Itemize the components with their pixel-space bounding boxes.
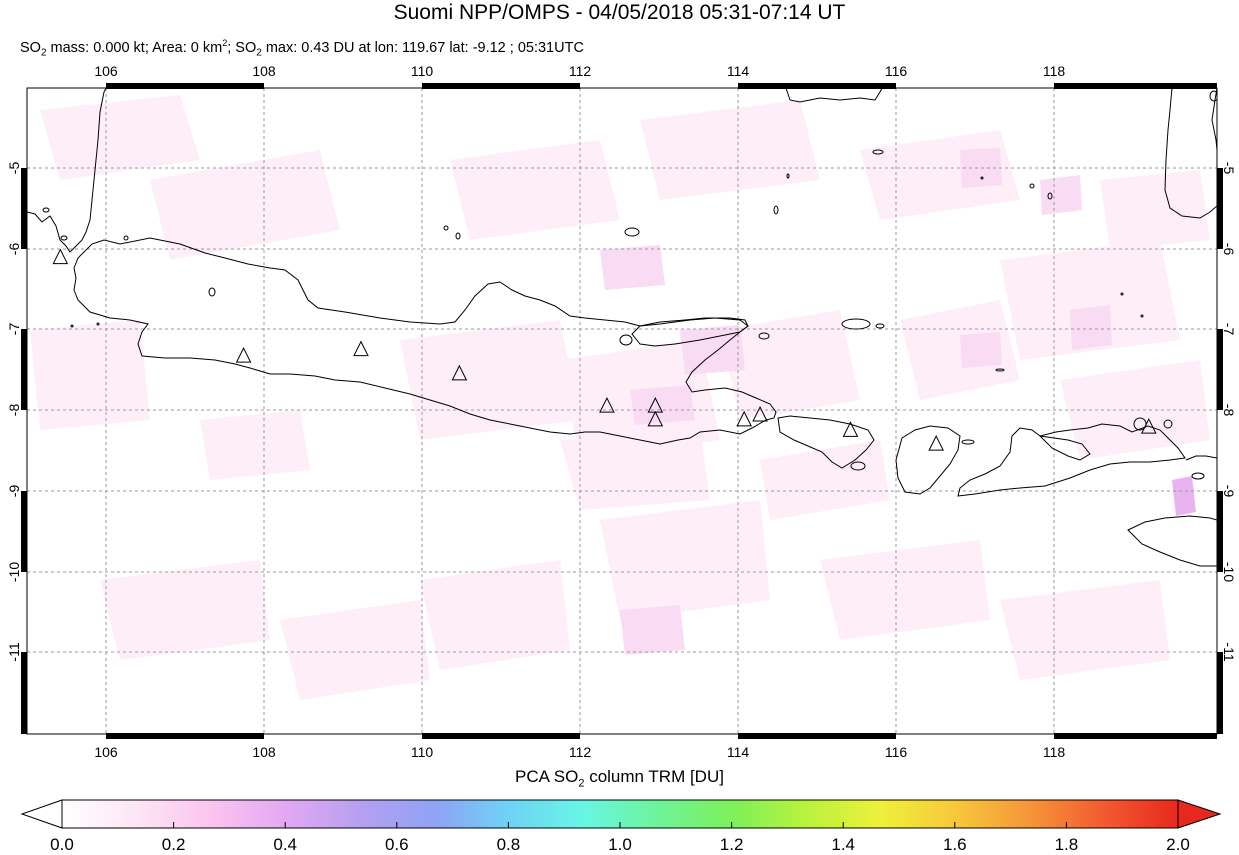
map-title: Suomi NPP/OMPS - 04/05/2018 05:31-07:14 … xyxy=(393,1,846,24)
lat-label-right: -5 xyxy=(1221,162,1237,175)
volcano-marker xyxy=(52,248,69,265)
sumbawa-coast xyxy=(957,423,1186,497)
so2-summary: SO2 mass: 0.000 kt; Area: 0 km2; SO2 max… xyxy=(20,38,584,59)
lat-label-left: -5 xyxy=(6,162,22,175)
lon-label-top: 108 xyxy=(252,63,276,79)
colorbar: 0.0 0.2 0.4 0.6 0.8 1.0 1.2 1.4 1.6 1.8 2.0 xyxy=(20,799,1222,854)
colorbar-ticks: 0.0 0.2 0.4 0.6 0.8 1.0 1.2 1.4 1.6 1.8 2.0 xyxy=(50,822,1190,854)
colorbar-title: PCA SO2 column TRM [DU] xyxy=(515,767,724,790)
bali-coast xyxy=(777,415,875,469)
flores-coast xyxy=(1185,455,1217,461)
colorbar-tick-label: 1.6 xyxy=(943,835,967,854)
volcano-marker xyxy=(451,364,468,381)
sumatra-coast xyxy=(27,88,107,253)
lat-label-right: -11 xyxy=(1221,642,1237,661)
lat-label-left: -9 xyxy=(6,485,22,498)
sumba-coast xyxy=(1127,515,1217,567)
map-frame xyxy=(26,87,1218,735)
lat-label-left: -10 xyxy=(6,562,22,582)
colorbar-min-arrow xyxy=(20,799,63,829)
colorbar-tick-label: 0.8 xyxy=(497,835,521,854)
lon-label-top: 112 xyxy=(569,63,592,79)
lat-label-right: -8 xyxy=(1221,404,1237,417)
lat-labels-right: -5 -6 -7 -8 -9 -10 -11 xyxy=(1221,162,1237,662)
volcano-marker xyxy=(928,434,944,451)
volcano-marker xyxy=(599,397,615,413)
lat-label-left: -8 xyxy=(6,404,22,417)
lon-label-bottom: 114 xyxy=(727,744,750,760)
java-coast xyxy=(73,237,777,445)
lon-labels-top: 106 108 110 112 114 116 118 xyxy=(94,63,1065,79)
colorbar-tick-label: 0.6 xyxy=(385,835,409,854)
volcano-marker xyxy=(842,421,859,437)
lon-label-bottom: 112 xyxy=(569,744,592,760)
lon-labels-bottom: 106 108 110 112 114 116 118 xyxy=(94,744,1065,760)
lat-label-right: -9 xyxy=(1221,485,1237,498)
lon-label-bottom: 106 xyxy=(94,744,118,760)
colorbar-tick-label: 1.2 xyxy=(720,835,744,854)
lon-label-bottom: 118 xyxy=(1043,744,1066,760)
sulawesi-coast xyxy=(1164,88,1217,219)
lon-label-bottom: 108 xyxy=(252,744,276,760)
so2-pixels xyxy=(27,88,1217,734)
colorbar-tick-label: 0.0 xyxy=(50,835,74,854)
graticule xyxy=(27,88,1217,734)
coastlines xyxy=(27,88,1217,567)
madura-coast xyxy=(631,317,749,347)
colorbar-tick-label: 1.0 xyxy=(608,835,632,854)
volcano-marker xyxy=(353,340,369,357)
lat-label-left: -11 xyxy=(6,642,22,661)
lat-labels-left: -5 -6 -7 -8 -9 -10 -11 xyxy=(6,162,22,662)
volcano-marker xyxy=(1140,418,1157,434)
lon-label-top: 106 xyxy=(94,63,118,79)
lon-label-bottom: 116 xyxy=(885,744,908,760)
lon-label-top: 110 xyxy=(411,63,434,79)
colorbar-tick-label: 0.2 xyxy=(162,835,186,854)
volcano-marker xyxy=(736,410,752,427)
kalimantan-coast xyxy=(785,88,883,103)
colorbar-tick-label: 2.0 xyxy=(1166,835,1190,854)
lat-label-left: -7 xyxy=(6,323,22,336)
volcano-markers xyxy=(52,248,1157,451)
border-bands xyxy=(21,83,1223,739)
lon-label-bottom: 110 xyxy=(411,744,434,760)
colorbar-max-arrow xyxy=(1177,799,1222,829)
lombok-coast xyxy=(895,425,961,495)
colorbar-tick-label: 1.8 xyxy=(1055,835,1079,854)
colorbar-tick-label: 0.4 xyxy=(273,835,297,854)
sumbawa-bay xyxy=(1038,435,1091,461)
lon-label-top: 118 xyxy=(1043,63,1066,79)
volcano-marker xyxy=(752,405,768,422)
lon-label-top: 116 xyxy=(885,63,908,79)
lat-label-right: -6 xyxy=(1221,243,1237,256)
volcano-marker xyxy=(647,410,664,427)
colorbar-tick-label: 1.4 xyxy=(831,835,855,854)
lat-label-right: -10 xyxy=(1221,562,1237,582)
lat-label-right: -7 xyxy=(1221,323,1237,336)
lon-label-top: 114 xyxy=(727,63,750,79)
kalimantan-east-coast xyxy=(1211,88,1217,151)
lat-label-left: -6 xyxy=(6,243,22,256)
volcano-marker xyxy=(235,346,252,363)
